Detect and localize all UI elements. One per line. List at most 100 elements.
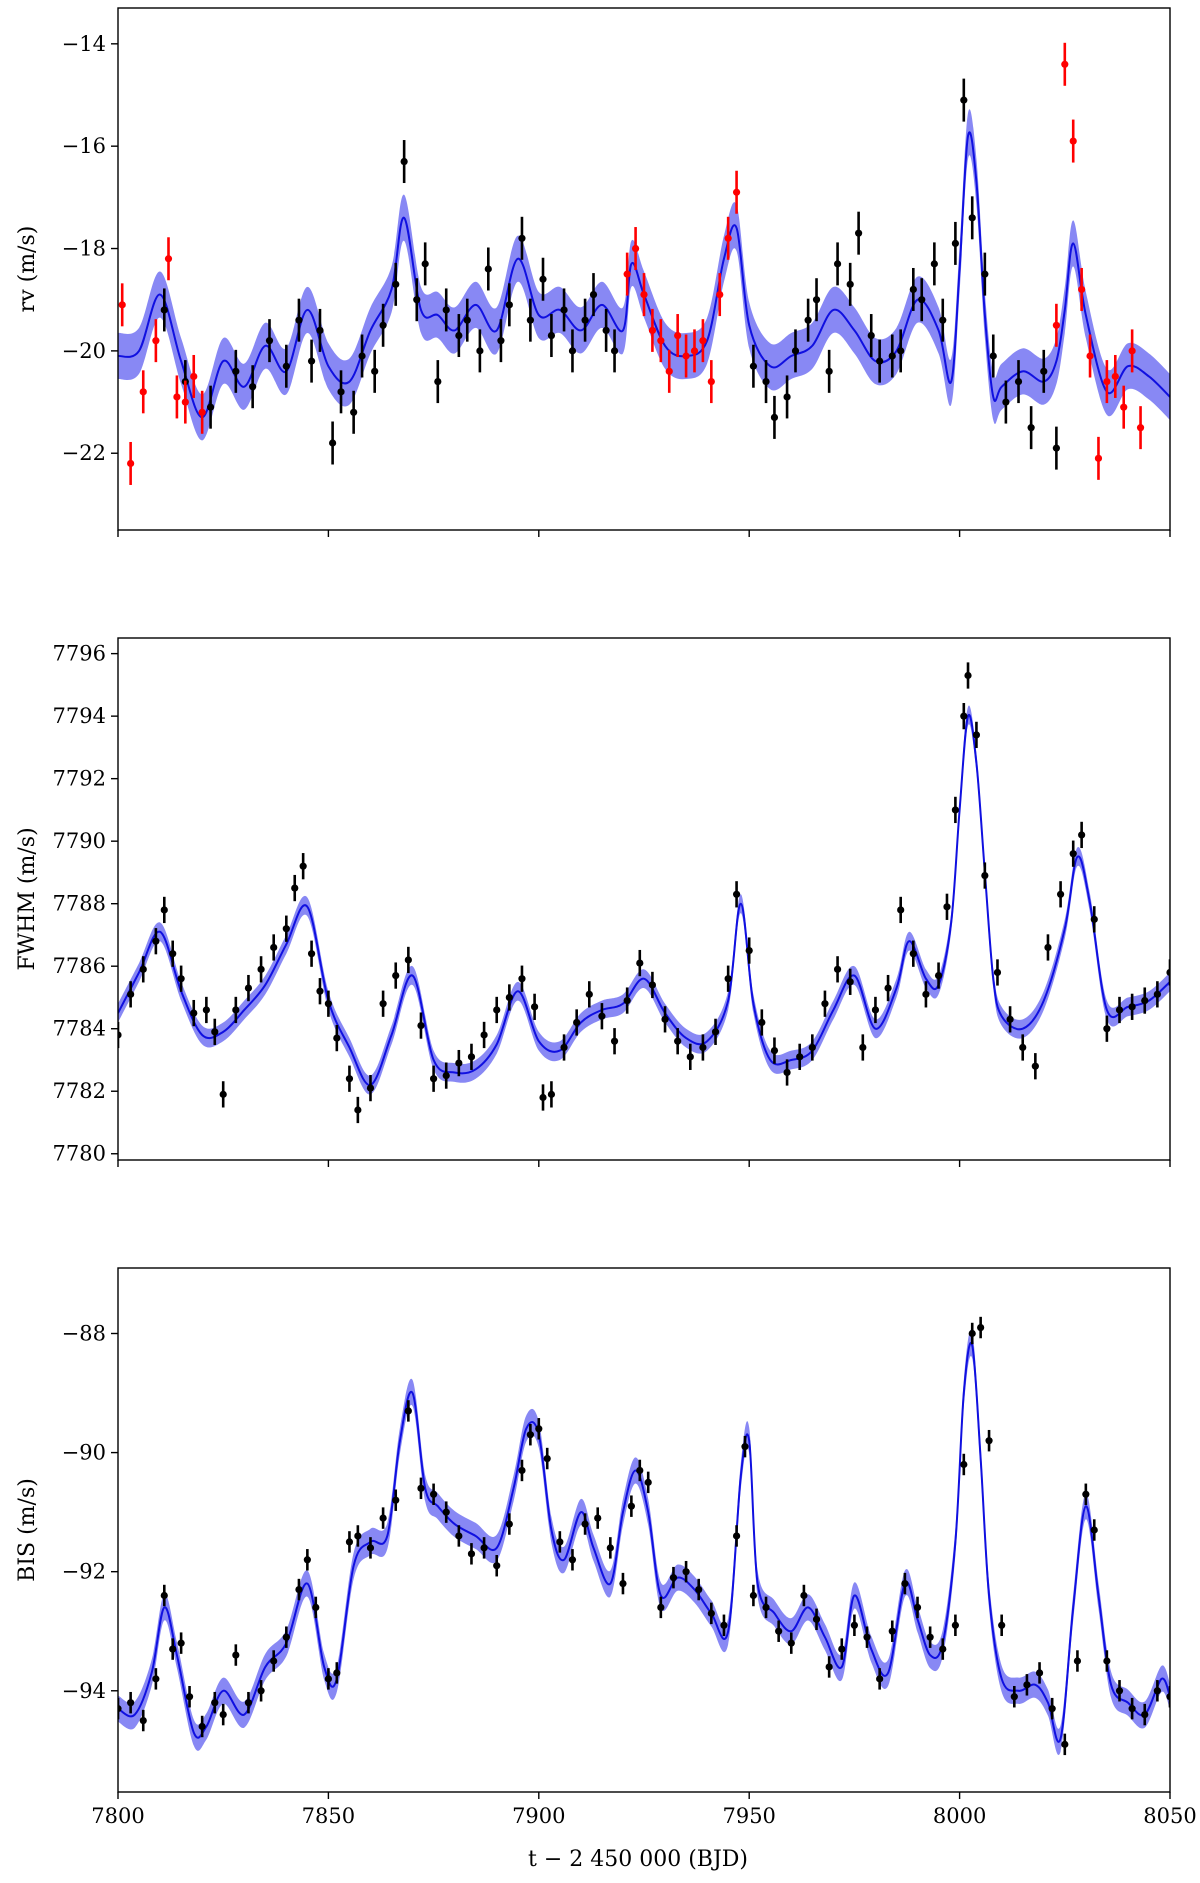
bis-data-point (324, 1675, 332, 1683)
fwhm-data-point (333, 1034, 341, 1042)
bis-data-point (1090, 1526, 1098, 1534)
bis-axes-frame (117, 1267, 1171, 1793)
rv-data-point (1014, 377, 1023, 386)
fwhm-data-point (623, 996, 631, 1005)
fwhm-data-point (770, 1046, 779, 1055)
bis-y-tick-label: −94 (62, 1679, 106, 1703)
bis-data-point (152, 1675, 160, 1683)
bis-data-point (888, 1627, 896, 1635)
fwhm-data-point (324, 1000, 332, 1008)
bis-data-point (392, 1496, 400, 1504)
bis-data-point (977, 1323, 985, 1332)
fwhm-data-point (808, 1043, 816, 1052)
fwhm-data-point (1019, 1043, 1027, 1052)
rv-data-point (476, 347, 484, 355)
bis-data-point (333, 1669, 341, 1677)
rv-data-point (732, 188, 741, 196)
rv-data-point (316, 326, 324, 335)
x-tick-label: 8000 (933, 1804, 986, 1828)
bis-data-point (556, 1538, 564, 1546)
fwhm-data-point (964, 671, 972, 680)
bis-data-point (762, 1603, 770, 1612)
rv-data-point (581, 316, 589, 324)
bis-data-point (581, 1520, 589, 1528)
bis-data-point (526, 1431, 534, 1439)
fwhm-data-point (1128, 1003, 1136, 1011)
fwhm-data-point (960, 712, 968, 720)
rv-data-point (307, 357, 316, 365)
bis-data-point (1103, 1657, 1111, 1665)
bis-data-point (951, 1621, 959, 1629)
fwhm-data-point (139, 965, 147, 973)
fwhm-data-point (417, 1021, 425, 1030)
fwhm-data-point (1166, 968, 1170, 977)
rv-data-point (539, 275, 547, 283)
rv-data-point (198, 408, 206, 416)
fwhm-data-point (169, 950, 177, 958)
rv-data-point (206, 403, 215, 411)
rv-data-point (909, 285, 917, 294)
fwhm-data-point (539, 1093, 547, 1102)
bis-data-point (619, 1579, 627, 1588)
bis-data-point (1035, 1669, 1044, 1677)
fwhm-data-point (951, 806, 959, 814)
bis-data-point (211, 1699, 219, 1707)
x-axis-label: t − 2 450 000 (BJD) (528, 1847, 748, 1872)
bis-data-point (939, 1645, 947, 1653)
rv-data-point (770, 413, 779, 422)
rv-data-point (623, 270, 631, 278)
rv-data-point (783, 393, 791, 401)
rv-axes-frame (117, 7, 1171, 531)
rv-data-point (707, 377, 715, 386)
fwhm-data-point (909, 950, 917, 958)
bis-data-point (968, 1329, 976, 1338)
fwhm-data-point (871, 1006, 880, 1014)
rv-data-point (505, 301, 513, 309)
rv-data-point (699, 337, 707, 345)
rv-data-point (1069, 137, 1077, 145)
bis-data-point (480, 1544, 488, 1552)
bis-data-point (1141, 1710, 1149, 1719)
rv-data-point (1086, 352, 1094, 360)
bis-y-tick-label: −92 (62, 1560, 106, 1584)
bis-data-point (720, 1621, 728, 1629)
bis-data-point (467, 1550, 476, 1558)
rv-data-point (855, 229, 863, 237)
rv-data-point (421, 260, 429, 268)
bis-data-point (139, 1716, 147, 1725)
bis-data-point (901, 1579, 909, 1588)
rv-model-curve (118, 131, 1170, 419)
rv-data-point (930, 260, 938, 268)
fwhm-data-point (884, 984, 892, 992)
bis-data-point (741, 1443, 749, 1451)
rv-data-point (888, 352, 896, 360)
rv-data-point (640, 290, 648, 299)
rv-data-point (1002, 398, 1010, 406)
rv-data-point (1103, 377, 1111, 386)
bis-data-point (1010, 1693, 1018, 1701)
rv-data-point (455, 331, 463, 340)
fwhm-y-tick-label: 7780 (53, 1142, 106, 1166)
bis-data-point (825, 1663, 833, 1671)
rv-data-point (173, 393, 181, 401)
x-tick-label: 7900 (512, 1804, 565, 1828)
fwhm-data-point (934, 971, 943, 980)
rv-data-point (682, 352, 690, 360)
rv-data-point (400, 157, 408, 166)
bis-data-point (282, 1633, 290, 1641)
rv-y-tick-label: −14 (62, 32, 106, 56)
fwhm-data-point (379, 1000, 387, 1008)
bis-data-point (232, 1651, 240, 1659)
fwhm-data-point (547, 1090, 556, 1098)
bis-data-point (707, 1609, 715, 1617)
bis-data-point (627, 1502, 635, 1510)
fwhm-data-point (282, 925, 290, 933)
bis-data-point (1048, 1705, 1056, 1713)
rv-data-point (951, 239, 959, 248)
fwhm-data-point (127, 990, 135, 998)
rv-data-point (1094, 454, 1103, 462)
bis-data-point (366, 1544, 375, 1552)
fwhm-data-point (392, 971, 400, 980)
rv-data-point (249, 383, 257, 391)
